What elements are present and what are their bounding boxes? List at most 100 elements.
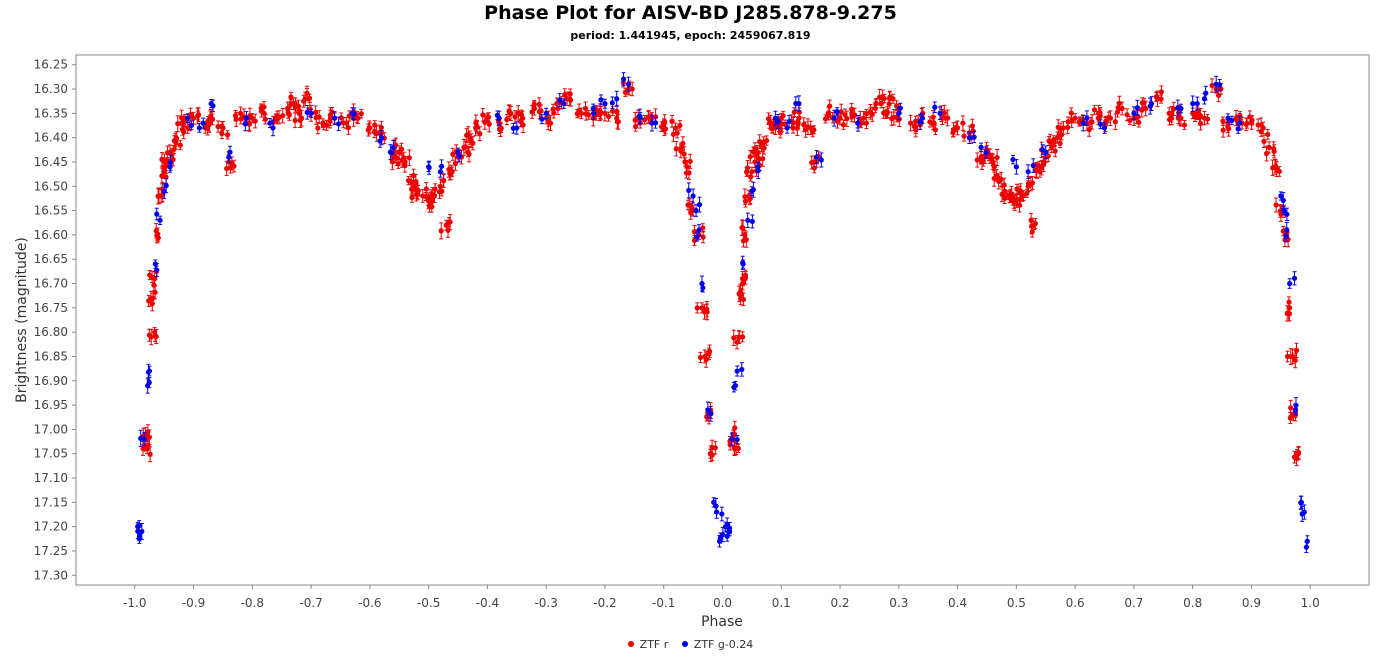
data-point [834,109,840,115]
legend-label-ztf-r: ZTF r [639,638,669,651]
data-point [705,407,711,413]
x-tick-label: -1.0 [123,596,146,610]
data-point [1127,117,1133,124]
data-point [615,119,621,125]
data-point [755,168,761,174]
data-point [464,132,470,139]
data-point [155,193,161,199]
data-point [377,129,383,135]
data-point [531,101,537,108]
data-point [210,103,216,109]
data-point [468,138,474,144]
data-point [159,173,165,179]
data-point [645,114,651,120]
data-point [1006,194,1013,200]
data-point [686,187,692,193]
data-point [625,81,632,87]
data-point [731,384,737,390]
data-point [736,334,742,340]
data-point [280,113,286,119]
y-tick-label: 16.70 [34,277,68,291]
data-point [991,164,998,170]
data-point [332,115,338,121]
data-point [1010,156,1016,163]
data-point [912,124,919,130]
y-axis-label: Brightness (magnitude) [14,237,30,403]
data-point [1133,115,1139,121]
data-point [358,111,364,117]
data-point [983,150,989,156]
data-point [428,194,434,200]
data-point [873,100,879,106]
data-point [708,411,714,417]
data-point [605,114,612,120]
data-point [907,120,914,126]
data-point [1029,229,1035,235]
data-point [917,119,923,125]
data-point [1261,138,1267,144]
data-point [791,109,797,115]
plot-area [75,54,1370,586]
data-point [793,100,799,107]
data-point [831,115,837,121]
data-point [1181,122,1188,128]
data-point [852,112,858,118]
data-point [696,202,703,208]
data-point [1052,148,1058,154]
data-point [296,108,302,114]
data-point [406,155,412,161]
data-point [744,169,750,175]
data-point [1265,131,1271,138]
data-point [515,110,521,116]
data-point [629,86,635,92]
data-point [146,380,152,386]
data-point [994,154,1000,161]
data-point [1013,164,1019,170]
data-point [1293,402,1299,408]
data-point [691,229,698,235]
data-point [697,354,704,361]
data-point [877,94,883,100]
data-point [1175,105,1181,111]
data-point [1247,114,1253,120]
data-point [707,451,713,457]
x-tick-label: -0.2 [593,596,616,610]
data-point [1041,158,1047,165]
data-point [1097,121,1104,127]
data-point [426,165,432,171]
data-point [270,125,276,131]
data-point [994,172,1000,179]
data-point [390,144,396,150]
data-point [538,108,544,114]
data-point [437,169,443,175]
data-point [826,112,832,119]
data-point [136,535,142,542]
data-point [610,108,616,114]
data-point [714,509,720,515]
data-point [1169,111,1175,117]
data-point [145,369,152,375]
data-point [1112,119,1118,125]
data-point [1025,169,1031,175]
data-point [448,168,454,174]
data-point [795,119,801,125]
data-point [1284,227,1290,233]
data-point [312,109,319,116]
data-point [200,120,206,126]
data-point [1217,82,1223,88]
data-point [224,165,230,172]
data-point [190,115,197,121]
y-tick-label: 16.60 [34,228,68,242]
data-point [219,130,225,137]
x-tick-label: 0.1 [772,596,791,610]
data-point [720,531,726,538]
data-point [252,118,258,124]
data-point [1281,207,1287,214]
x-axis: -1.0 -0.9 -0.8 -0.7 -0.6 -0.5 -0.4 -0.3 -0.2 -0.1… [123,585,1320,610]
data-point [641,117,648,123]
data-point [609,100,615,106]
data-point [167,160,174,166]
data-point [747,154,753,160]
y-tick-label: 17.25 [34,544,68,558]
y-tick-label: 16.65 [34,252,68,266]
